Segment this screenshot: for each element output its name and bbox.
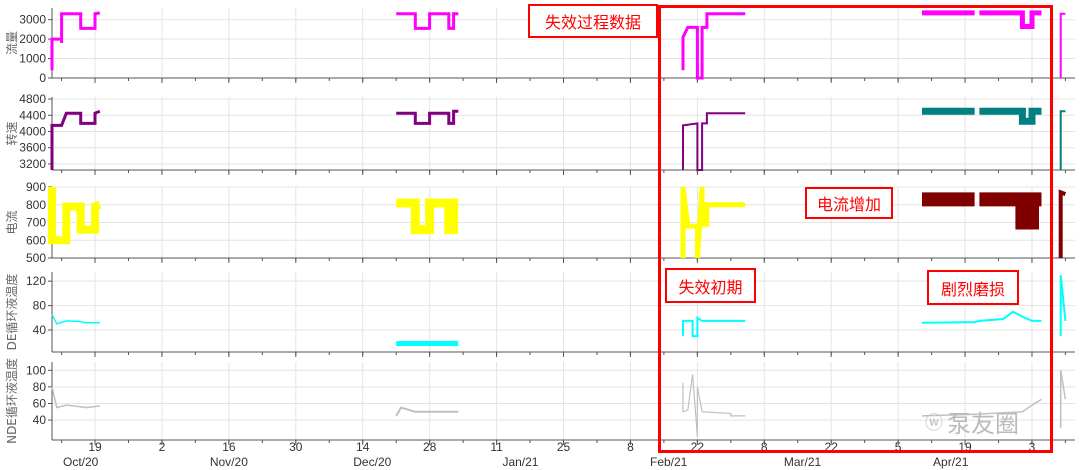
y-tick-label: 1000 <box>19 52 46 66</box>
series-segment <box>682 315 746 338</box>
series-segment <box>979 107 1042 125</box>
wechat-icon: ⓦ <box>925 412 943 434</box>
series-segment <box>1058 189 1067 258</box>
y-tick-label: 3200 <box>19 157 46 171</box>
y-tick-label: 2000 <box>19 32 46 46</box>
x-tick-label: 2 <box>159 440 166 454</box>
x-tick-label: 5 <box>895 440 902 454</box>
series-segment <box>50 109 101 170</box>
panel-3: 500 600 700 800 900 电流 <box>5 180 1075 265</box>
y-tick-label: 500 <box>26 251 46 265</box>
series-segment <box>395 406 459 417</box>
month-label: Nov/20 <box>210 455 248 469</box>
y-tick-label: 4400 <box>19 108 46 122</box>
month-label: Apr/21 <box>933 455 969 469</box>
x-tick-label: 28 <box>423 440 437 454</box>
x-tick-label: 30 <box>289 440 303 454</box>
y-tick-label: 80 <box>33 299 47 313</box>
panel-ylabel: 流量 <box>5 31 19 55</box>
panel-ylabel: NDE循环液温度 <box>4 358 19 444</box>
series-segment <box>682 112 746 171</box>
panel-2: 3200 3600 4000 4400 4800 转速 <box>4 92 1075 175</box>
month-label: Feb/21 <box>650 455 688 469</box>
y-tick-label: 900 <box>26 180 46 194</box>
watermark-text: 泵友圈 <box>947 410 1019 438</box>
panel-ylabel: DE循环液温度 <box>4 274 19 351</box>
x-tick-label: 25 <box>557 440 571 454</box>
series-segment <box>1059 12 1066 78</box>
panel-ylabel: 电流 <box>5 210 19 234</box>
x-tick-label: 14 <box>356 440 370 454</box>
month-label: Mar/21 <box>784 455 822 469</box>
y-tick-label: 800 <box>26 198 46 212</box>
x-tick-label: 11 <box>490 440 503 454</box>
y-tick-label: 0 <box>39 71 46 85</box>
series-segment <box>1059 110 1066 170</box>
panel-4: 40 80 120 DE循环液温度 <box>4 272 1075 357</box>
series-segment <box>48 187 102 245</box>
y-tick-label: 120 <box>26 274 46 288</box>
series-segment <box>51 386 100 409</box>
y-tick-label: 40 <box>33 323 47 337</box>
failure-period-highlight-box <box>658 5 1053 453</box>
y-tick-label: 80 <box>33 380 47 394</box>
series-segment <box>681 12 746 80</box>
series-segment <box>1059 370 1067 429</box>
month-label: Oct/20 <box>63 455 99 469</box>
x-tick-label: 16 <box>222 440 236 454</box>
x-tick-label: 8 <box>627 440 634 454</box>
annotation-early-failure: 失效初期 <box>665 268 756 303</box>
x-tick-label: 8 <box>761 440 768 454</box>
y-tick-label: 3000 <box>19 13 46 27</box>
series-segment <box>979 192 1042 230</box>
series-segment <box>682 374 746 437</box>
series-segment <box>396 12 459 30</box>
series-segment <box>921 310 1042 324</box>
y-tick-label: 4800 <box>19 92 46 106</box>
series-segment <box>921 398 1042 417</box>
series-segment <box>396 198 459 235</box>
watermark: ⓦ 泵友圈 <box>925 404 1019 439</box>
y-tick-label: 60 <box>33 396 47 410</box>
annotation-current-increase: 电流增加 <box>805 187 893 219</box>
y-tick-label: 4000 <box>19 124 46 138</box>
panel-ylabel: 转速 <box>4 121 19 145</box>
series-segment <box>1059 274 1067 337</box>
x-tick-label: 19 <box>88 440 102 454</box>
y-tick-label: 100 <box>26 363 46 377</box>
series-segment <box>979 10 1042 29</box>
y-tick-label: 3600 <box>19 141 46 155</box>
month-label: Dec/20 <box>353 455 391 469</box>
annotation-failure-data: 失效过程数据 <box>528 4 658 38</box>
series-segment <box>50 11 101 71</box>
series-segment <box>51 314 100 325</box>
series-segment <box>396 109 459 125</box>
panel-5: 40 60 80 100 NDE循环液温度 <box>4 358 1075 445</box>
y-tick-label: 700 <box>26 216 46 230</box>
y-tick-label: 40 <box>33 413 47 427</box>
x-tick-label: 3 <box>1029 440 1036 454</box>
annotation-severe-wear: 剧烈磨损 <box>927 270 1019 305</box>
month-label: Jan/21 <box>502 455 538 469</box>
series-segment <box>680 186 746 259</box>
y-tick-label: 600 <box>26 233 46 247</box>
